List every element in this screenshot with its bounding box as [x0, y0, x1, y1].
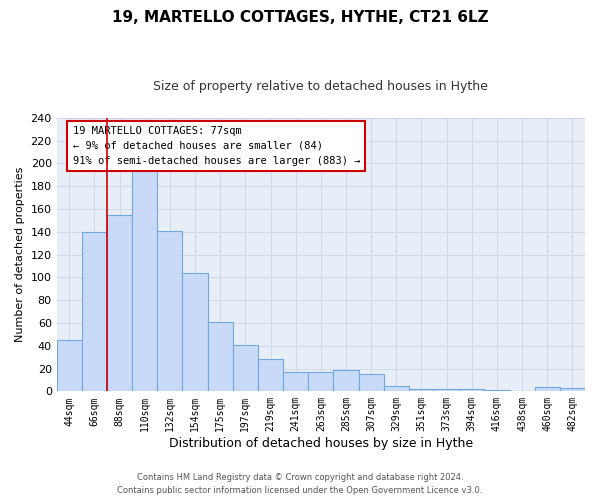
- Bar: [258, 360, 283, 392]
- Text: Contains HM Land Registry data © Crown copyright and database right 2024.
Contai: Contains HM Land Registry data © Crown c…: [118, 474, 482, 495]
- Bar: [283, 372, 308, 392]
- Bar: [535, 387, 560, 392]
- Bar: [308, 372, 334, 392]
- Bar: [132, 164, 157, 392]
- Bar: [157, 230, 182, 392]
- Y-axis label: Number of detached properties: Number of detached properties: [15, 167, 25, 342]
- Bar: [409, 389, 434, 392]
- Title: Size of property relative to detached houses in Hythe: Size of property relative to detached ho…: [154, 80, 488, 93]
- Bar: [56, 340, 82, 392]
- Bar: [560, 388, 585, 392]
- X-axis label: Distribution of detached houses by size in Hythe: Distribution of detached houses by size …: [169, 437, 473, 450]
- Bar: [434, 389, 459, 392]
- Bar: [82, 232, 107, 392]
- Text: 19, MARTELLO COTTAGES, HYTHE, CT21 6LZ: 19, MARTELLO COTTAGES, HYTHE, CT21 6LZ: [112, 10, 488, 25]
- Bar: [384, 386, 409, 392]
- Bar: [107, 214, 132, 392]
- Bar: [233, 344, 258, 392]
- Bar: [182, 273, 208, 392]
- Bar: [484, 390, 509, 392]
- Bar: [208, 322, 233, 392]
- Bar: [359, 374, 384, 392]
- Text: 19 MARTELLO COTTAGES: 77sqm
← 9% of detached houses are smaller (84)
91% of semi: 19 MARTELLO COTTAGES: 77sqm ← 9% of deta…: [73, 126, 360, 166]
- Bar: [459, 389, 484, 392]
- Bar: [334, 370, 359, 392]
